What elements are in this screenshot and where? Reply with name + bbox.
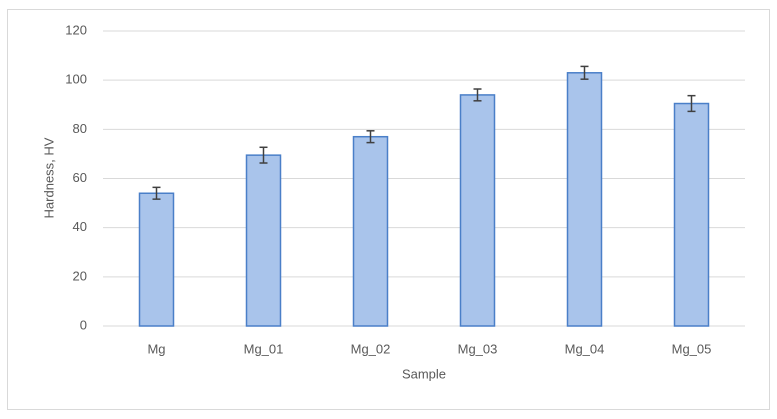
y-tick-label: 40 xyxy=(73,219,87,234)
bar xyxy=(459,94,496,327)
error-bar xyxy=(152,186,161,200)
x-axis-label: Sample xyxy=(402,366,446,381)
bar xyxy=(566,72,603,327)
x-tick-label: Mg xyxy=(147,341,165,356)
bar xyxy=(352,135,389,327)
y-tick-label: 80 xyxy=(73,121,87,136)
x-tick-label: Mg_04 xyxy=(565,341,605,356)
bar xyxy=(138,192,175,327)
x-tick-label: Mg_03 xyxy=(458,341,498,356)
error-bar xyxy=(580,65,589,80)
x-tick-label: Mg_05 xyxy=(672,341,712,356)
y-tick-label: 120 xyxy=(65,22,87,37)
error-bar xyxy=(366,130,375,144)
y-tick-label: 60 xyxy=(73,170,87,185)
bar xyxy=(245,154,282,327)
error-bar xyxy=(259,146,268,164)
y-axis-label: Hardness, HV xyxy=(41,137,56,218)
y-tick-label: 20 xyxy=(73,268,87,283)
x-tick-label: Mg_02 xyxy=(351,341,391,356)
bar xyxy=(673,102,710,327)
x-tick-label: Mg_01 xyxy=(244,341,284,356)
chart-frame xyxy=(7,9,770,410)
y-tick-label: 0 xyxy=(80,317,87,332)
error-bar xyxy=(687,94,696,113)
y-tick-label: 100 xyxy=(65,72,87,87)
error-bar xyxy=(473,88,482,102)
